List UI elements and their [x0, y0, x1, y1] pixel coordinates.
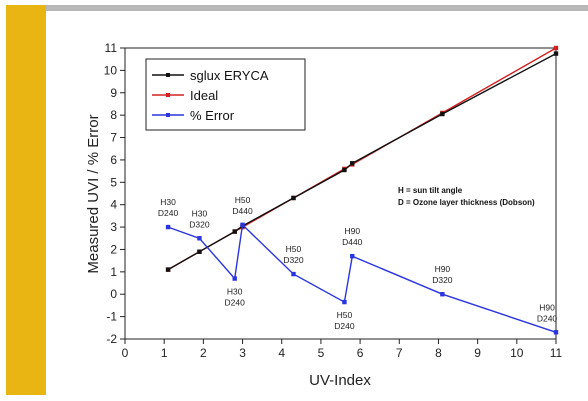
x-axis-title: UV-Index — [309, 372, 371, 389]
data-point-error — [165, 224, 171, 230]
data-point-error — [291, 271, 296, 277]
annotation-label: D240 — [225, 298, 246, 308]
x-tick-label: 1 — [161, 346, 168, 360]
data-point-eryca — [350, 161, 355, 166]
annotation-label: H90 — [344, 226, 360, 236]
data-point-error — [342, 299, 347, 305]
axis-ticks: 0 1 2 3 4 5 6 7 8 9 10 11 -2 -1 0 1 2 3 4 5 6 7 8 9 10 11 — [104, 41, 563, 360]
y-tick-label: -1 — [106, 310, 117, 324]
x-tick-label: 11 — [550, 346, 563, 360]
x-tick-label: 2 — [200, 346, 207, 360]
data-point-eryca — [197, 249, 202, 254]
x-tick-label: 10 — [510, 346, 524, 360]
annotation-label: H50 — [337, 310, 353, 320]
note-ozone: D = Ozone layer thickness (Dobson) — [398, 198, 535, 207]
y-tick-label: 1 — [110, 265, 117, 279]
data-point-eryca — [342, 167, 347, 173]
note-sun-tilt: H = sun tilt angle — [398, 186, 463, 195]
plot-area — [124, 47, 557, 340]
y-tick-label: -2 — [106, 332, 117, 346]
x-tick-label: 8 — [435, 346, 442, 360]
data-point-error — [350, 253, 355, 259]
y-tick-label: 4 — [110, 198, 117, 212]
y-tick-label: 5 — [110, 175, 117, 189]
data-point-eryca — [553, 51, 559, 56]
y-tick-label: 10 — [104, 63, 118, 77]
legend-label-eryca: sglux ERYCA — [190, 68, 269, 83]
legend-marker-ideal — [166, 93, 170, 97]
series-layer — [165, 45, 559, 335]
data-point-eryca — [440, 111, 445, 117]
annotation-label: H30 — [192, 208, 208, 218]
annotation-label: D240 — [334, 321, 355, 331]
x-tick-label: 3 — [239, 346, 246, 360]
x-tick-label: 7 — [396, 346, 403, 360]
accent-side-bar — [6, 5, 46, 395]
y-tick-label: 3 — [110, 220, 117, 234]
y-axis-title: Measured UVI / % Error — [85, 114, 102, 273]
annotation-label: D240 — [537, 313, 558, 323]
y-tick-label: 8 — [110, 108, 117, 122]
annotation-label: D440 — [232, 206, 253, 216]
annotation-label: D320 — [283, 255, 304, 265]
annotation-label: H90 — [435, 264, 451, 274]
annotation-label: H30 — [160, 197, 176, 207]
legend-label-ideal: Ideal — [190, 88, 218, 103]
annotation-label: D440 — [342, 237, 363, 247]
x-tick-label: 5 — [318, 346, 325, 360]
data-point-error — [232, 276, 237, 281]
y-tick-label: 0 — [110, 287, 117, 301]
data-point-eryca — [165, 267, 171, 272]
legend: sglux ERYCA Ideal % Error — [145, 58, 306, 131]
data-point-error — [240, 222, 245, 228]
y-tick-label: 7 — [110, 131, 117, 145]
legend-label-error: % Error — [190, 108, 235, 123]
annotation-label: H30 — [227, 287, 243, 297]
annotation-label: D240 — [158, 208, 179, 218]
x-tick-label: 0 — [122, 346, 129, 360]
annotation-label: H90 — [539, 302, 555, 312]
data-point-error — [197, 236, 202, 241]
frame-top-bar — [43, 5, 588, 11]
legend-marker-eryca — [166, 73, 170, 77]
x-tick-label: 4 — [278, 346, 285, 360]
annotation-label: H50 — [235, 195, 251, 205]
y-tick-label: 2 — [110, 242, 117, 256]
y-tick-label: 9 — [110, 86, 117, 100]
y-tick-label: 11 — [105, 41, 118, 55]
data-point-eryca — [291, 195, 296, 201]
annotation-label: D320 — [189, 219, 210, 229]
annotation-label: D320 — [432, 275, 453, 285]
data-point-eryca — [232, 229, 237, 234]
data-point-error — [553, 330, 559, 335]
data-point-error — [440, 292, 445, 297]
legend-marker-error — [166, 113, 170, 117]
y-tick-label: 6 — [110, 153, 117, 167]
data-point-ideal — [553, 45, 559, 51]
x-tick-label: 9 — [474, 346, 481, 360]
x-tick-label: 6 — [357, 346, 364, 360]
annotation-label: H50 — [286, 244, 302, 254]
